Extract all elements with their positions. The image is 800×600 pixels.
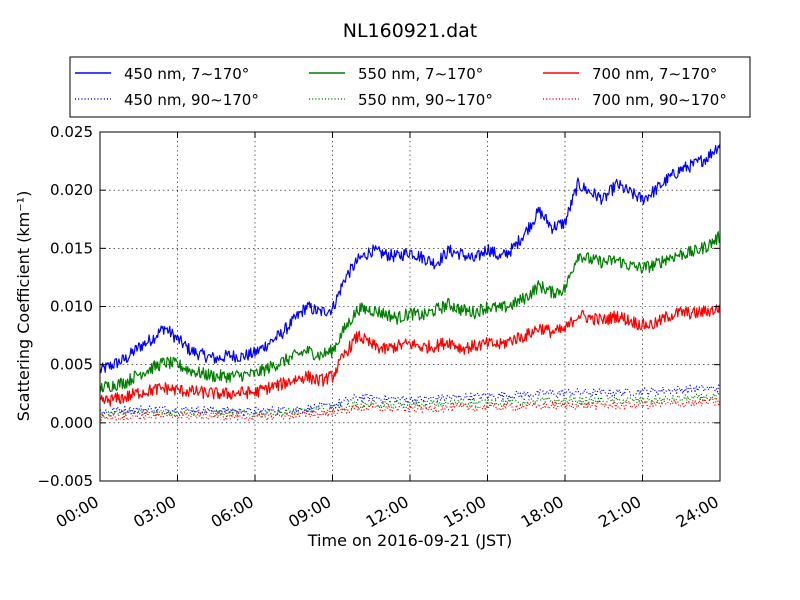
series-line <box>99 304 721 407</box>
y-tick-label: 0.005 <box>50 356 93 374</box>
x-axis-label: Time on 2016-09-21 (JST) <box>307 531 512 550</box>
x-tick-label: 18:00 <box>518 492 567 532</box>
series-group <box>99 143 721 422</box>
x-axis: 00:00 03:00 06:00 09:00 12:00 15:00 18:00 21:00… <box>53 132 722 532</box>
grid <box>99 131 721 482</box>
y-tick-label: 0.010 <box>50 298 93 316</box>
y-tick-label: 0.025 <box>50 123 93 141</box>
legend-label: 450 nm, 90∼170° <box>124 91 259 109</box>
y-axis-label: Scattering Coefficient (km⁻¹) <box>14 191 33 422</box>
legend-label: 550 nm, 90∼170° <box>358 91 493 109</box>
legend: 450 nm, 7∼170° 450 nm, 90∼170° 550 nm, 7∼1… <box>69 56 751 118</box>
x-tick-label: 21:00 <box>595 492 644 532</box>
x-tick-label: 06:00 <box>208 492 257 532</box>
y-tick-label: 0.000 <box>50 414 93 432</box>
x-tick-label: 24:00 <box>673 492 722 532</box>
legend-items: 450 nm, 7∼170° 450 nm, 90∼170° 550 nm, 7∼1… <box>75 65 727 109</box>
series-line <box>99 231 721 393</box>
series-line <box>99 397 721 422</box>
x-tick-label: 00:00 <box>53 492 102 532</box>
series-line <box>99 383 721 416</box>
chart-title: NL160921.dat <box>343 20 478 42</box>
legend-label: 700 nm, 90∼170° <box>592 91 727 109</box>
y-tick-label: 0.020 <box>50 181 93 199</box>
x-tick-label: 12:00 <box>363 492 412 532</box>
x-tick-label: 09:00 <box>285 492 334 532</box>
series-line <box>99 392 721 418</box>
y-tick-label: 0.015 <box>50 239 93 257</box>
y-tick-label: −0.005 <box>37 472 93 490</box>
legend-box <box>69 56 751 118</box>
x-tick-label: 03:00 <box>130 492 179 532</box>
legend-label: 550 nm, 7∼170° <box>358 65 483 83</box>
y-axis: −0.005 0.000 0.005 0.010 0.015 0.020 0.025 <box>37 123 720 490</box>
legend-label: 450 nm, 7∼170° <box>124 65 249 83</box>
x-tick-label: 15:00 <box>440 492 489 532</box>
legend-label: 700 nm, 7∼170° <box>592 65 717 83</box>
series-line <box>99 143 721 374</box>
